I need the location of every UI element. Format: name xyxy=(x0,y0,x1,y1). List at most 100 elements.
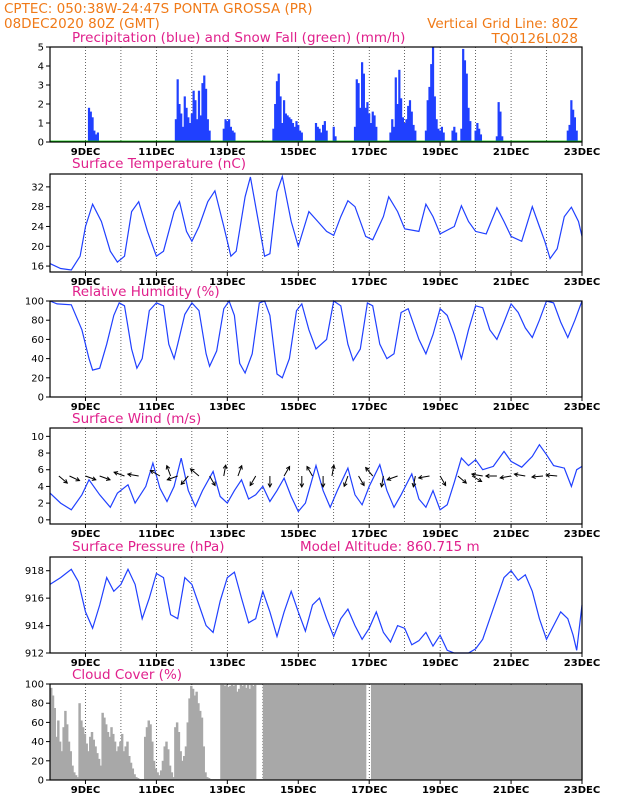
precip-bar xyxy=(440,126,444,142)
precip-bar xyxy=(405,119,408,142)
cloud-bar xyxy=(179,751,182,780)
y-tick-label: 3 xyxy=(38,81,44,92)
y-tick-label: 6 xyxy=(38,465,44,476)
precip-bar xyxy=(93,130,96,142)
cloud-bar xyxy=(167,749,170,780)
cloud-bar xyxy=(386,684,390,780)
precip-bar xyxy=(206,119,209,142)
cloud-bar xyxy=(310,684,314,780)
cloud-bar xyxy=(239,684,243,780)
cloud-bar xyxy=(92,739,96,780)
cloud-bar xyxy=(335,684,338,780)
precip-bar xyxy=(325,130,328,142)
y-tick-label: 5 xyxy=(38,43,44,54)
cloud-bar xyxy=(200,717,204,780)
cloud-bar xyxy=(81,727,85,780)
cloud-bar xyxy=(450,684,454,780)
cloud-bar xyxy=(53,708,57,780)
cloud-bar xyxy=(447,684,450,780)
cloud-bar xyxy=(374,684,377,780)
cloud-bar xyxy=(78,703,81,780)
y-tick-label: 914 xyxy=(25,621,44,632)
cloud-bar xyxy=(401,684,404,780)
cloud-bar xyxy=(388,684,392,780)
cloud-bar xyxy=(576,684,580,780)
precip-bar xyxy=(389,132,392,142)
x-tick-label: 9DEC xyxy=(71,402,100,413)
y-tick-label: 28 xyxy=(31,202,44,213)
cloud-bar xyxy=(376,684,379,780)
precip-bar xyxy=(497,102,500,142)
precip-bar xyxy=(566,130,569,142)
cloud-bar xyxy=(488,684,491,780)
cloud-bar xyxy=(60,751,64,780)
cloud-bar xyxy=(195,691,198,780)
cloud-bar xyxy=(344,684,347,780)
cloud-bar xyxy=(452,684,456,780)
precip-bar xyxy=(318,128,321,142)
panel-frame xyxy=(49,556,583,654)
cloud-bar xyxy=(147,720,150,780)
cloud-bar xyxy=(101,712,104,780)
cloud-bar xyxy=(326,684,330,780)
y-tick-label: 8 xyxy=(38,449,44,460)
y-tick-label: 0 xyxy=(38,393,44,404)
y-tick-label: 2 xyxy=(38,100,44,111)
precip-bar xyxy=(228,119,231,142)
precip-bar xyxy=(391,119,394,142)
header-grid-line: Vertical Grid Line: 80Z xyxy=(427,16,578,32)
cloud-bar xyxy=(574,684,578,780)
x-tick-label: 21DEC xyxy=(493,277,529,288)
precip-bar xyxy=(176,79,179,142)
cloud-bar xyxy=(301,684,305,780)
cloud-bar xyxy=(128,756,131,780)
wind-arrow xyxy=(530,474,544,480)
y-tick-label: 40 xyxy=(31,737,44,748)
x-tick-label: 23DEC xyxy=(564,785,600,796)
cloud-bar xyxy=(424,684,427,780)
precip-bar xyxy=(460,128,463,142)
x-tick-label: 9DEC xyxy=(71,785,100,796)
panel-3: Surface Wind (m/s) 0 2 4 6 8 10 9DEC 11DEC 13DEC 1… xyxy=(31,411,600,540)
precip-bar xyxy=(499,111,502,142)
x-tick-label: 23DEC xyxy=(564,402,600,413)
precip-bar xyxy=(407,105,410,142)
cloud-bar xyxy=(308,684,312,780)
cloud-bar xyxy=(420,684,424,780)
precip-bar xyxy=(275,81,279,142)
x-tick-label: 15DEC xyxy=(280,658,316,669)
precip-bar xyxy=(478,128,481,142)
cloud-bar xyxy=(537,684,541,780)
cloud-bar xyxy=(532,684,535,780)
cloud-bar xyxy=(268,684,271,780)
y-tick-label: 10 xyxy=(31,432,44,443)
cloud-bar xyxy=(342,684,346,780)
cloud-bar xyxy=(64,710,67,780)
wind-arrow xyxy=(439,475,447,487)
cloud-bar xyxy=(551,684,555,780)
cloud-bar xyxy=(253,684,257,780)
precip-bar xyxy=(297,124,300,142)
cloud-bar xyxy=(408,684,411,780)
cloud-bar xyxy=(87,751,90,780)
cloud-bar xyxy=(395,684,399,780)
precip-bar xyxy=(203,75,206,142)
cloud-bar xyxy=(145,727,149,780)
precip-bar xyxy=(394,77,397,142)
cloud-bar xyxy=(186,722,190,780)
wind-arrow xyxy=(386,475,398,481)
cloud-bar xyxy=(475,684,479,780)
cloud-bar xyxy=(248,688,252,780)
cloud-bar xyxy=(319,684,323,780)
cloud-bar xyxy=(571,684,574,780)
wind-arrow xyxy=(499,475,512,480)
cloud-bar xyxy=(181,760,184,780)
panel-annotation: Model Altitude: 860.715 m xyxy=(300,539,480,555)
cloud-bar xyxy=(362,684,365,780)
cloud-bar xyxy=(245,687,248,780)
cloud-bar xyxy=(289,684,292,780)
precip-bar xyxy=(451,130,454,142)
cloud-bar xyxy=(298,684,301,780)
precip-bar xyxy=(197,90,201,142)
y-tick-label: 100 xyxy=(25,297,44,308)
